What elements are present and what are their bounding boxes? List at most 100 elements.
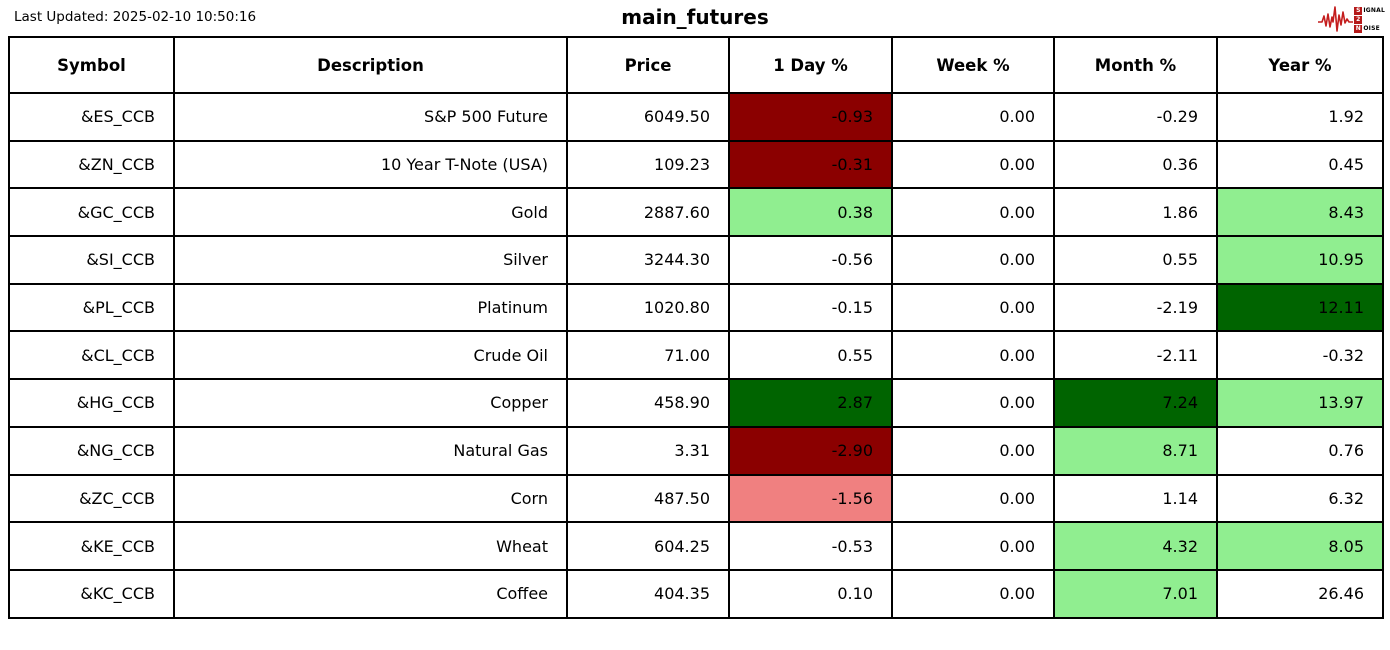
cell-week: 0.00 (891, 235, 1055, 285)
table-row: &KE_CCB Wheat 604.25 -0.53 0.00 4.32 8.05 (8, 521, 1384, 571)
cell-day: -0.56 (728, 235, 893, 285)
table-row: &SI_CCB Silver 3244.30 -0.56 0.00 0.55 10.95 (8, 235, 1384, 285)
cell-year: 8.43 (1216, 187, 1384, 238)
cell-year: 10.95 (1216, 235, 1384, 285)
table-row: &GC_CCB Gold 2887.60 0.38 0.00 1.86 8.43 (8, 187, 1384, 238)
cell-day: 0.10 (728, 568, 893, 619)
page-title: main_futures (621, 5, 769, 29)
cell-week: 0.00 (891, 521, 1055, 571)
cell-symbol: &CL_CCB (8, 330, 175, 381)
cell-description: Copper (173, 378, 568, 428)
cell-description: Corn (173, 473, 568, 524)
table-row: &CL_CCB Crude Oil 71.00 0.55 0.00 -2.11 -0.32 (8, 330, 1384, 381)
cell-day: -2.90 (728, 425, 893, 476)
cell-description: Silver (173, 235, 568, 285)
table-row: &ZN_CCB 10 Year T-Note (USA) 109.23 -0.31 0.… (8, 139, 1384, 190)
column-header-week: Week % (891, 36, 1055, 94)
cell-description: Coffee (173, 568, 568, 619)
table-row: &ZC_CCB Corn 487.50 -1.56 0.00 1.14 6.32 (8, 473, 1384, 524)
column-header-symbol: Symbol (8, 36, 175, 94)
cell-price: 458.90 (566, 378, 730, 428)
table-row: &NG_CCB Natural Gas 3.31 -2.90 0.00 8.71 0.76 (8, 425, 1384, 476)
cell-symbol: &SI_CCB (8, 235, 175, 285)
column-header-1-day: 1 Day % (728, 36, 893, 94)
logo-box-s: S (1354, 7, 1363, 15)
cell-year: 8.05 (1216, 521, 1384, 571)
waveform-icon (1318, 3, 1354, 37)
cell-symbol: &KC_CCB (8, 568, 175, 619)
logo-word-noise: OISE (1363, 25, 1380, 32)
cell-day: 2.87 (728, 378, 893, 428)
cell-price: 6049.50 (566, 92, 730, 142)
cell-price: 487.50 (566, 473, 730, 524)
cell-year: 0.45 (1216, 139, 1384, 190)
cell-price: 404.35 (566, 568, 730, 619)
cell-month: -0.29 (1053, 92, 1218, 142)
cell-week: 0.00 (891, 330, 1055, 381)
cell-symbol: &HG_CCB (8, 378, 175, 428)
table-row: &KC_CCB Coffee 404.35 0.10 0.00 7.01 26.46 (8, 568, 1384, 619)
cell-week: 0.00 (891, 378, 1055, 428)
cell-day: -0.31 (728, 139, 893, 190)
cell-year: 13.97 (1216, 378, 1384, 428)
cell-month: 8.71 (1053, 425, 1218, 476)
cell-month: 1.86 (1053, 187, 1218, 238)
cell-price: 604.25 (566, 521, 730, 571)
cell-description: Wheat (173, 521, 568, 571)
cell-price: 1020.80 (566, 282, 730, 333)
cell-month: 7.01 (1053, 568, 1218, 619)
cell-symbol: &ZC_CCB (8, 473, 175, 524)
cell-description: Platinum (173, 282, 568, 333)
cell-price: 3244.30 (566, 235, 730, 285)
logo-box-2: 2 (1354, 16, 1363, 24)
column-header-description: Description (173, 36, 568, 94)
cell-day: -1.56 (728, 473, 893, 524)
cell-day: -0.15 (728, 282, 893, 333)
cell-year: 12.11 (1216, 282, 1384, 333)
cell-price: 71.00 (566, 330, 730, 381)
cell-symbol: &PL_CCB (8, 282, 175, 333)
cell-week: 0.00 (891, 139, 1055, 190)
cell-week: 0.00 (891, 282, 1055, 333)
cell-symbol: &ES_CCB (8, 92, 175, 142)
cell-day: -0.93 (728, 92, 893, 142)
column-header-price: Price (566, 36, 730, 94)
last-updated-timestamp: Last Updated: 2025-02-10 10:50:16 (14, 9, 257, 25)
table-row: &ES_CCB S&P 500 Future 6049.50 -0.93 0.00 -0.… (8, 92, 1384, 142)
cell-week: 0.00 (891, 187, 1055, 238)
cell-symbol: &GC_CCB (8, 187, 175, 238)
column-header-month: Month % (1053, 36, 1218, 94)
cell-year: -0.32 (1216, 330, 1384, 381)
cell-day: 0.55 (728, 330, 893, 381)
cell-description: Natural Gas (173, 425, 568, 476)
cell-month: -2.11 (1053, 330, 1218, 381)
cell-year: 0.76 (1216, 425, 1384, 476)
logo-word-signal: IGNAL (1363, 7, 1385, 14)
futures-table: Symbol Description Price 1 Day % Week % Month… (8, 36, 1384, 619)
cell-description: Crude Oil (173, 330, 568, 381)
cell-price: 3.31 (566, 425, 730, 476)
logo-text: S IGNAL 2 N OISE (1354, 6, 1385, 34)
cell-year: 26.46 (1216, 568, 1384, 619)
cell-week: 0.00 (891, 92, 1055, 142)
cell-symbol: &NG_CCB (8, 425, 175, 476)
cell-month: 0.55 (1053, 235, 1218, 285)
table-row: &PL_CCB Platinum 1020.80 -0.15 0.00 -2.19 12.1… (8, 282, 1384, 333)
cell-week: 0.00 (891, 425, 1055, 476)
cell-symbol: &KE_CCB (8, 521, 175, 571)
cell-symbol: &ZN_CCB (8, 139, 175, 190)
cell-month: 1.14 (1053, 473, 1218, 524)
cell-week: 0.00 (891, 568, 1055, 619)
cell-day: 0.38 (728, 187, 893, 238)
cell-description: 10 Year T-Note (USA) (173, 139, 568, 190)
cell-week: 0.00 (891, 473, 1055, 524)
table-header-row: Symbol Description Price 1 Day % Week % Month… (8, 36, 1384, 94)
cell-description: S&P 500 Future (173, 92, 568, 142)
cell-month: 4.32 (1053, 521, 1218, 571)
cell-price: 2887.60 (566, 187, 730, 238)
cell-year: 1.92 (1216, 92, 1384, 142)
cell-month: 7.24 (1053, 378, 1218, 428)
cell-description: Gold (173, 187, 568, 238)
signal2noise-logo: S IGNAL 2 N OISE (1318, 3, 1385, 37)
logo-box-n: N (1354, 25, 1363, 33)
